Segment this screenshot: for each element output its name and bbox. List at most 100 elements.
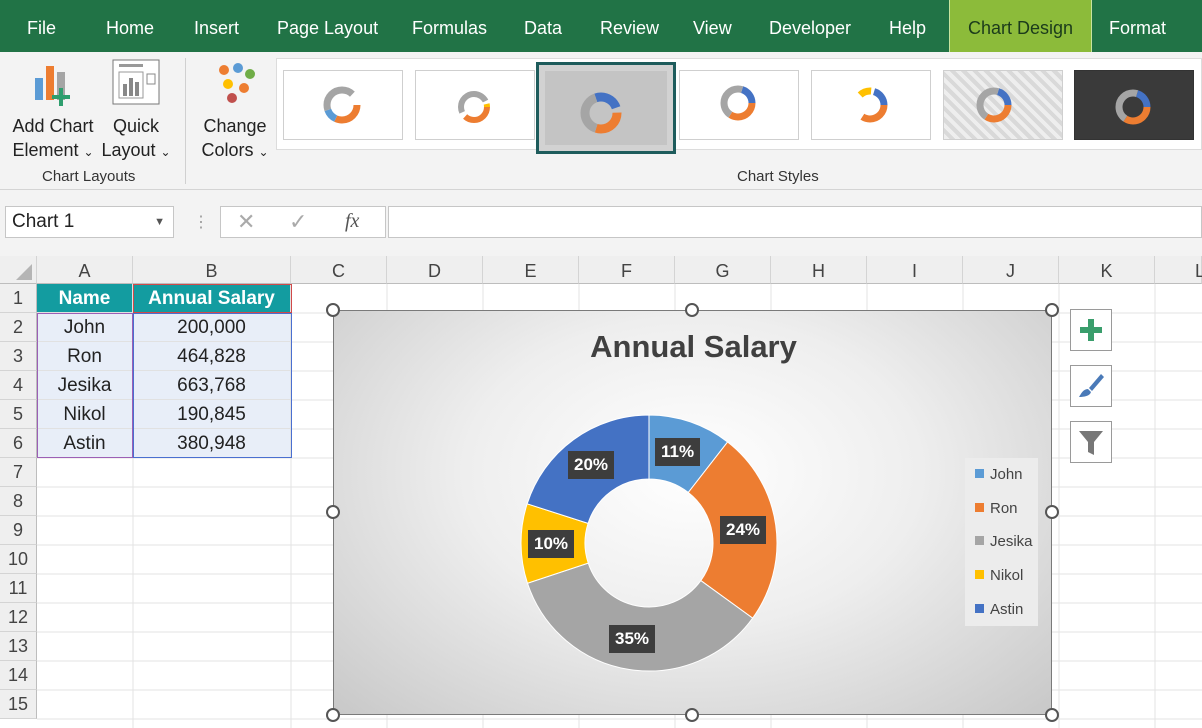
table-cell-name[interactable]: John bbox=[37, 313, 133, 342]
tab-format[interactable]: Format bbox=[1109, 18, 1167, 38]
row-header-3[interactable]: 3 bbox=[0, 342, 37, 371]
column-header-e[interactable]: E bbox=[483, 256, 579, 284]
chart-style-3-selected[interactable] bbox=[536, 62, 676, 154]
quick-layout-button[interactable]: Quick Layout ⌄ bbox=[98, 58, 174, 164]
table-cell-salary[interactable]: 200,000 bbox=[133, 313, 291, 342]
add-chart-element-button[interactable]: Add Chart Element ⌄ bbox=[10, 58, 96, 164]
row-header-7[interactable]: 7 bbox=[0, 458, 37, 487]
ribbon-tab-bar: File Home Insert Page Layout Formulas Da… bbox=[0, 0, 1202, 52]
chart-legend[interactable]: John Ron Jesika Nikol Astin bbox=[965, 458, 1038, 626]
chart-styles-gallery bbox=[276, 58, 1202, 154]
row-header-10[interactable]: 10 bbox=[0, 545, 37, 574]
change-colors-label2: Colors ⌄ bbox=[201, 140, 269, 160]
chart-style-5[interactable] bbox=[811, 70, 931, 140]
data-label-john[interactable]: 11% bbox=[655, 438, 701, 466]
row-header-15[interactable]: 15 bbox=[0, 690, 37, 719]
tab-page-layout[interactable]: Page Layout bbox=[277, 18, 379, 38]
table-cell-salary[interactable]: 380,948 bbox=[133, 429, 291, 458]
chart-area[interactable]: Annual Salary bbox=[333, 310, 1052, 715]
column-header-g[interactable]: G bbox=[675, 256, 771, 284]
chart-style-2[interactable] bbox=[415, 70, 535, 140]
tab-file[interactable]: File bbox=[27, 18, 57, 38]
table-cell-name[interactable]: Jesika bbox=[37, 371, 133, 400]
name-box[interactable]: Chart 1 ▼ bbox=[5, 206, 174, 238]
column-header-a[interactable]: A bbox=[37, 256, 133, 284]
row-header-8[interactable]: 8 bbox=[0, 487, 37, 516]
formula-input[interactable] bbox=[388, 206, 1202, 238]
table-cell-salary[interactable]: 663,768 bbox=[133, 371, 291, 400]
chart-styles-group-label: Chart Styles bbox=[737, 168, 819, 185]
tab-view[interactable]: View bbox=[693, 18, 732, 38]
cell-a1-header-name[interactable]: Name bbox=[37, 284, 133, 313]
ribbon-separator bbox=[185, 58, 186, 184]
row-header-12[interactable]: 12 bbox=[0, 603, 37, 632]
row-header-4[interactable]: 4 bbox=[0, 371, 37, 400]
tab-chart-design[interactable]: Chart Design bbox=[949, 0, 1093, 52]
legend-entry-ron: Ron bbox=[975, 500, 1018, 517]
resize-handle-right[interactable] bbox=[1045, 505, 1059, 519]
ribbon-panel: Add Chart Element ⌄ Quick Layout ⌄ Chart… bbox=[0, 52, 1202, 190]
column-header-f[interactable]: F bbox=[579, 256, 675, 284]
resize-handle-top[interactable] bbox=[685, 303, 699, 317]
name-box-dropdown-icon[interactable]: ▼ bbox=[154, 216, 165, 228]
cancel-icon[interactable]: ✕ bbox=[237, 209, 256, 234]
resize-handle-bottom-left[interactable] bbox=[326, 708, 340, 722]
tab-formulas[interactable]: Formulas bbox=[412, 18, 488, 38]
doughnut-slice-jesika[interactable] bbox=[526, 562, 754, 672]
chart-style-7[interactable] bbox=[1074, 70, 1194, 140]
resize-handle-left[interactable] bbox=[326, 505, 340, 519]
tab-insert[interactable]: Insert bbox=[194, 18, 240, 38]
resize-handle-top-right[interactable] bbox=[1045, 303, 1059, 317]
column-header-b[interactable]: B bbox=[133, 256, 291, 284]
tab-help[interactable]: Help bbox=[889, 18, 927, 38]
column-header-c[interactable]: C bbox=[291, 256, 387, 284]
chart-style-4[interactable] bbox=[679, 70, 799, 140]
row-header-13[interactable]: 13 bbox=[0, 632, 37, 661]
resize-handle-top-left[interactable] bbox=[326, 303, 340, 317]
data-label-astin[interactable]: 20% bbox=[568, 451, 615, 479]
data-label-ron[interactable]: 24% bbox=[720, 516, 767, 544]
column-header-i[interactable]: I bbox=[867, 256, 963, 284]
data-label-jesika[interactable]: 35% bbox=[609, 625, 656, 653]
tab-data[interactable]: Data bbox=[524, 18, 563, 38]
chart-series-name-highlight bbox=[133, 284, 292, 313]
table-cell-salary[interactable]: 464,828 bbox=[133, 342, 291, 371]
tab-home[interactable]: Home bbox=[106, 18, 155, 38]
column-header-h[interactable]: H bbox=[771, 256, 867, 284]
add-chart-element-label2: Element ⌄ bbox=[12, 140, 94, 160]
cell-b1-header-salary[interactable]: Annual Salary bbox=[133, 284, 291, 313]
tab-review[interactable]: Review bbox=[600, 18, 660, 38]
insert-function-icon[interactable]: fx bbox=[345, 210, 360, 232]
column-header-l[interactable]: L bbox=[1155, 256, 1202, 284]
data-label-nikol[interactable]: 10% bbox=[528, 530, 575, 558]
column-header-j[interactable]: J bbox=[963, 256, 1059, 284]
chart-style-6[interactable] bbox=[943, 70, 1063, 140]
chart-category-range-highlight bbox=[37, 313, 133, 458]
table-cell-name[interactable]: Nikol bbox=[37, 400, 133, 429]
chart-elements-button[interactable] bbox=[1070, 309, 1112, 351]
column-header-d[interactable]: D bbox=[387, 256, 483, 284]
row-header-14[interactable]: 14 bbox=[0, 661, 37, 690]
row-header-9[interactable]: 9 bbox=[0, 516, 37, 545]
resize-handle-bottom-right[interactable] bbox=[1045, 708, 1059, 722]
quick-layout-icon bbox=[112, 59, 160, 105]
plus-icon bbox=[1080, 319, 1102, 341]
change-colors-button[interactable]: Change Colors ⌄ bbox=[196, 58, 274, 164]
resize-handle-bottom[interactable] bbox=[685, 708, 699, 722]
select-all-corner[interactable] bbox=[0, 256, 37, 284]
column-header-k[interactable]: K bbox=[1059, 256, 1155, 284]
doughnut-plot[interactable] bbox=[334, 311, 1053, 716]
row-header-5[interactable]: 5 bbox=[0, 400, 37, 429]
row-header-11[interactable]: 11 bbox=[0, 574, 37, 603]
chart-style-1[interactable] bbox=[283, 70, 403, 140]
chart-title[interactable]: Annual Salary bbox=[590, 329, 797, 364]
table-cell-salary[interactable]: 190,845 bbox=[133, 400, 291, 429]
chart-styles-button[interactable] bbox=[1070, 365, 1112, 407]
tab-developer[interactable]: Developer bbox=[769, 18, 852, 38]
legend-entry-astin: Astin bbox=[975, 601, 1023, 618]
chart-filters-button[interactable] bbox=[1070, 421, 1112, 463]
row-header-1[interactable]: 1 bbox=[0, 284, 37, 313]
enter-checkmark-icon[interactable]: ✓ bbox=[289, 209, 308, 234]
row-header-6[interactable]: 6 bbox=[0, 429, 37, 458]
row-header-2[interactable]: 2 bbox=[0, 313, 37, 342]
